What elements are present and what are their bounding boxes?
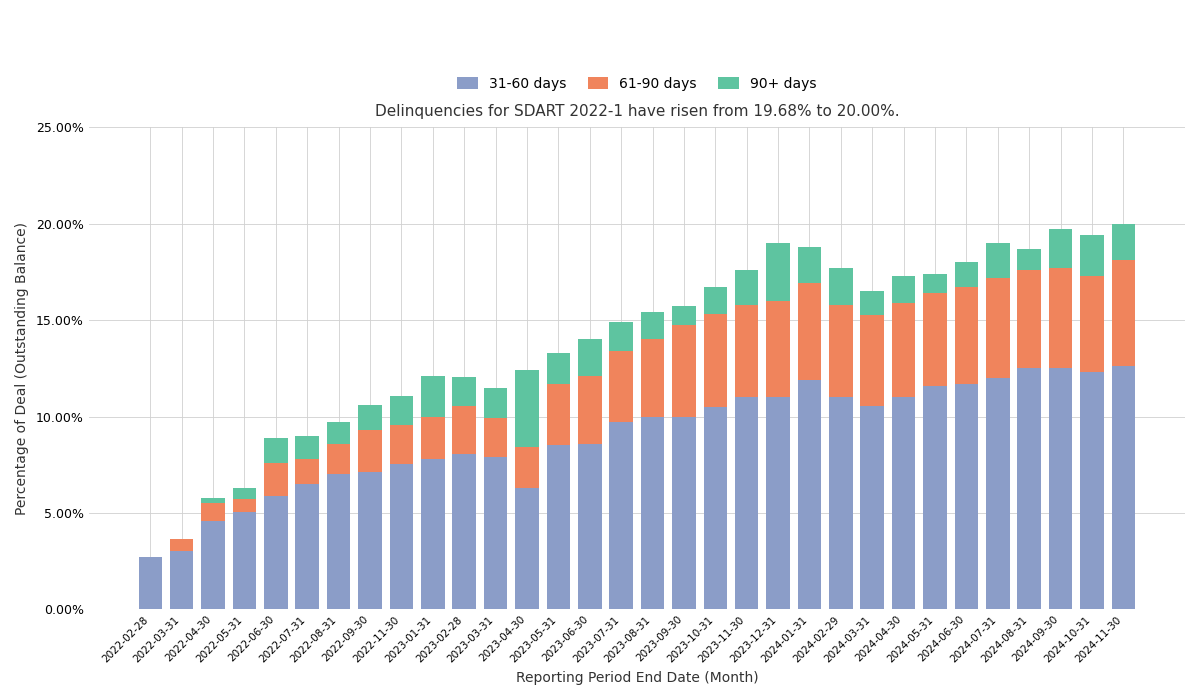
Bar <box>1018 270 1040 368</box>
Bar <box>546 445 570 610</box>
Bar <box>703 287 727 314</box>
Bar <box>295 484 319 610</box>
Bar <box>610 422 632 610</box>
Bar <box>326 444 350 475</box>
Bar <box>641 416 665 610</box>
Bar <box>421 416 444 459</box>
Bar <box>1111 223 1135 260</box>
X-axis label: Reporting Period End Date (Month): Reporting Period End Date (Month) <box>516 671 758 685</box>
Bar <box>986 378 1009 610</box>
Title: Delinquencies for SDART 2022-1 have risen from 19.68% to 20.00%.: Delinquencies for SDART 2022-1 have rise… <box>374 104 899 119</box>
Bar <box>452 377 476 406</box>
Bar <box>734 270 758 304</box>
Bar <box>578 340 601 376</box>
Bar <box>1080 235 1104 276</box>
Bar <box>860 315 884 406</box>
Bar <box>734 304 758 397</box>
Bar <box>1080 372 1104 610</box>
Bar <box>703 314 727 407</box>
Bar <box>986 278 1009 378</box>
Bar <box>767 243 790 301</box>
Bar <box>672 417 696 610</box>
Bar <box>860 406 884 610</box>
Bar <box>390 425 413 464</box>
Bar <box>202 503 224 521</box>
Bar <box>955 262 978 287</box>
Bar <box>610 322 632 351</box>
Bar <box>170 551 193 610</box>
Bar <box>452 406 476 454</box>
Bar <box>892 302 916 397</box>
Bar <box>390 396 413 425</box>
Bar <box>515 370 539 447</box>
Bar <box>233 512 257 610</box>
Bar <box>515 488 539 610</box>
Bar <box>798 380 821 610</box>
Bar <box>264 463 288 496</box>
Bar <box>955 384 978 610</box>
Bar <box>359 430 382 473</box>
Bar <box>515 447 539 488</box>
Bar <box>767 301 790 397</box>
Bar <box>641 340 665 416</box>
Legend: 31-60 days, 61-90 days, 90+ days: 31-60 days, 61-90 days, 90+ days <box>452 71 822 97</box>
Bar <box>390 464 413 610</box>
Bar <box>359 405 382 430</box>
Bar <box>578 376 601 444</box>
Bar <box>923 274 947 293</box>
Bar <box>672 306 696 325</box>
Bar <box>986 243 1009 278</box>
Bar <box>546 353 570 384</box>
Bar <box>1049 230 1073 268</box>
Bar <box>641 312 665 340</box>
Bar <box>264 496 288 610</box>
Bar <box>326 422 350 444</box>
Y-axis label: Percentage of Deal (Outstanding Balance): Percentage of Deal (Outstanding Balance) <box>16 222 29 514</box>
Bar <box>923 293 947 386</box>
Bar <box>484 457 508 610</box>
Bar <box>233 498 257 512</box>
Bar <box>138 557 162 610</box>
Bar <box>892 276 916 302</box>
Bar <box>798 246 821 284</box>
Bar <box>860 291 884 315</box>
Bar <box>264 438 288 463</box>
Bar <box>484 388 508 419</box>
Bar <box>829 397 853 610</box>
Bar <box>734 397 758 610</box>
Bar <box>798 284 821 380</box>
Bar <box>955 287 978 384</box>
Bar <box>326 475 350 610</box>
Bar <box>202 521 224 610</box>
Bar <box>546 384 570 445</box>
Bar <box>923 386 947 610</box>
Bar <box>892 397 916 610</box>
Bar <box>1111 260 1135 366</box>
Bar <box>578 444 601 610</box>
Bar <box>1049 268 1073 368</box>
Bar <box>1018 368 1040 610</box>
Bar <box>610 351 632 422</box>
Bar <box>1080 276 1104 372</box>
Bar <box>421 459 444 610</box>
Bar <box>295 459 319 484</box>
Bar <box>829 268 853 304</box>
Bar <box>295 436 319 459</box>
Bar <box>421 376 444 416</box>
Bar <box>484 419 508 457</box>
Bar <box>233 488 257 498</box>
Bar <box>829 304 853 397</box>
Bar <box>452 454 476 610</box>
Bar <box>703 407 727 610</box>
Bar <box>672 325 696 417</box>
Bar <box>1018 248 1040 270</box>
Bar <box>1111 366 1135 610</box>
Bar <box>202 498 224 503</box>
Bar <box>359 473 382 610</box>
Bar <box>170 539 193 551</box>
Bar <box>767 397 790 610</box>
Bar <box>1049 368 1073 610</box>
